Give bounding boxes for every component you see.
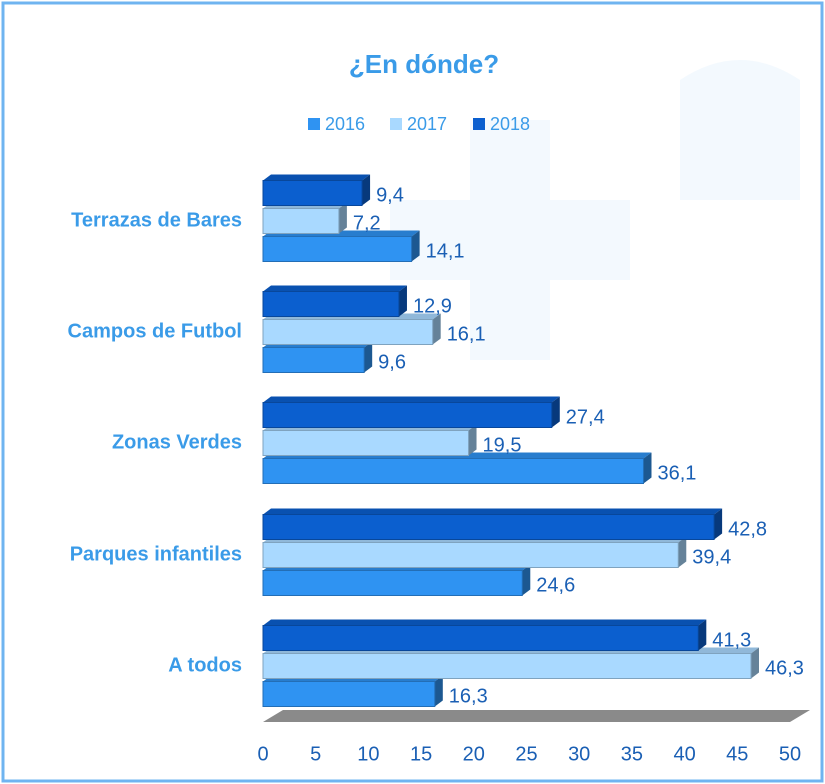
legend-swatch	[390, 118, 402, 130]
bar-side	[364, 341, 373, 373]
category-label: Terrazas de Bares	[71, 209, 242, 231]
x-tick-label: 10	[357, 743, 379, 765]
bar	[262, 570, 523, 596]
chart-title: ¿En dónde?	[349, 49, 499, 79]
bar-side	[643, 452, 652, 484]
bar	[262, 625, 699, 651]
bar-top	[263, 619, 707, 626]
value-label: 12,9	[413, 295, 452, 317]
legend-swatch	[473, 118, 485, 130]
bar	[262, 653, 752, 679]
bar	[262, 180, 363, 206]
x-tick-label: 40	[673, 743, 695, 765]
bar-side	[678, 536, 687, 568]
category-label: Zonas Verdes	[112, 431, 242, 453]
legend-swatch	[308, 118, 320, 130]
x-tick-label: 30	[568, 743, 590, 765]
bar-top	[263, 285, 407, 292]
bar-side	[411, 230, 420, 262]
value-label: 16,3	[449, 685, 488, 707]
bar-side	[432, 313, 441, 345]
bar	[262, 542, 679, 568]
bar	[262, 291, 400, 317]
watermark	[390, 60, 800, 360]
bar-side	[434, 675, 443, 707]
value-label: 24,6	[536, 574, 575, 596]
value-label: 14,1	[426, 240, 465, 262]
bar	[262, 681, 436, 707]
bar	[262, 347, 365, 373]
bar-top	[263, 396, 560, 403]
value-label: 19,5	[483, 434, 522, 456]
bar	[262, 430, 470, 456]
value-label: 42,8	[728, 518, 767, 540]
x-tick-label: 35	[621, 743, 643, 765]
x-tick-label: 5	[310, 743, 321, 765]
x-tick-label: 25	[515, 743, 537, 765]
value-label: 41,3	[712, 629, 751, 651]
bar	[262, 319, 434, 345]
value-label: 16,1	[447, 323, 486, 345]
x-tick-label: 45	[726, 743, 748, 765]
bar-top	[263, 174, 371, 181]
value-label: 27,4	[566, 406, 605, 428]
x-tick-label: 20	[463, 743, 485, 765]
bar	[262, 402, 553, 428]
x-tick-label: 0	[257, 743, 268, 765]
value-label: 46,3	[765, 657, 804, 679]
bar-side	[551, 396, 560, 428]
bar-side	[398, 285, 407, 317]
legend-label: 2016	[325, 114, 365, 134]
bar-side	[714, 508, 723, 540]
floor	[263, 710, 810, 722]
x-tick-label: 50	[779, 743, 801, 765]
category-label: Parques infantiles	[70, 543, 242, 565]
value-label: 39,4	[692, 546, 731, 568]
x-tick-label: 15	[410, 743, 432, 765]
bar-top	[263, 508, 723, 515]
bar-side	[468, 424, 477, 456]
bar	[262, 208, 340, 234]
bar-side	[698, 619, 707, 651]
legend-label: 2017	[407, 114, 447, 134]
bar	[262, 514, 715, 540]
value-label: 7,2	[353, 212, 381, 234]
bar-side	[338, 202, 347, 234]
value-label: 9,4	[376, 184, 404, 206]
bar	[262, 458, 644, 484]
bar-side	[522, 564, 531, 596]
value-label: 9,6	[378, 351, 406, 373]
legend-label: 2018	[490, 114, 530, 134]
bar-side	[751, 647, 760, 679]
category-label: A todos	[168, 654, 242, 676]
value-label: 36,1	[657, 462, 696, 484]
bar-side	[362, 174, 371, 206]
category-label: Campos de Futbol	[68, 320, 242, 342]
bar	[262, 236, 413, 262]
